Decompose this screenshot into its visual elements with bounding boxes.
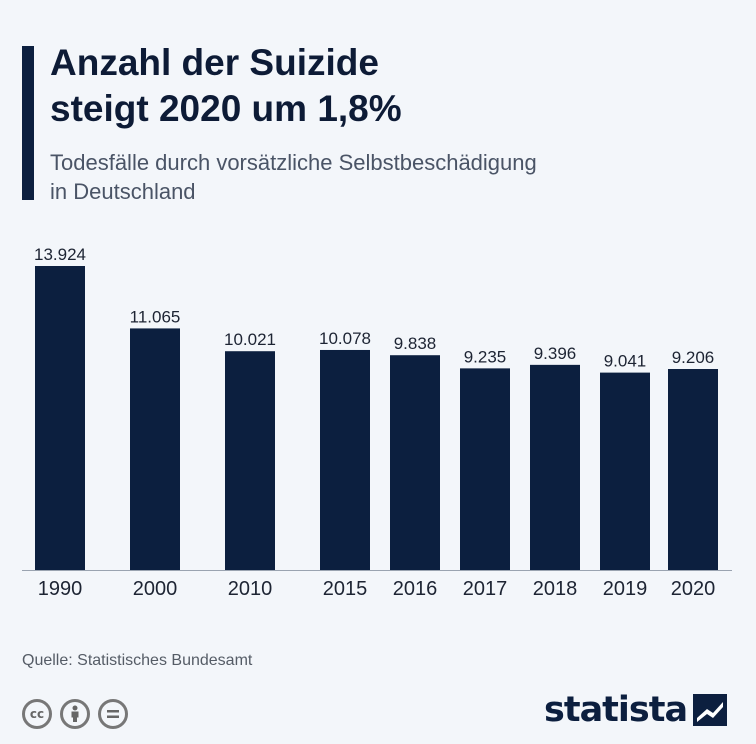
chart-title-line-2: steigt 2020 um 1,8% [50, 88, 402, 129]
category-label-1990: 1990 [38, 578, 83, 600]
value-label-2016: 9.838 [394, 334, 437, 353]
statista-mark-icon [693, 694, 728, 726]
chart-title-line-1: Anzahl der Suizide [50, 42, 379, 83]
bar-2017 [460, 368, 510, 570]
source-note: Quelle: Statistisches Bundesamt [22, 652, 253, 669]
value-label-2020: 9.206 [672, 348, 715, 367]
bar-chart: 13.924 1990 11.065 2000 10.021 2010 10.078 2015… [22, 245, 732, 600]
license-icons: cc [22, 699, 128, 729]
bar-1990 [35, 266, 85, 570]
bar-2010 [225, 351, 275, 570]
no-derivatives-icon[interactable] [98, 699, 128, 729]
value-label-2018: 9.396 [534, 344, 577, 363]
cc-icon[interactable]: cc [22, 699, 52, 729]
attribution-figure-icon [71, 705, 79, 722]
category-label-2010: 2010 [228, 578, 273, 600]
value-label-2000: 11.065 [130, 307, 181, 326]
category-label-2018: 2018 [533, 578, 578, 600]
category-label-2019: 2019 [603, 578, 648, 600]
bar-2016 [390, 355, 440, 570]
brand-name: statista [544, 690, 688, 730]
attribution-icon[interactable] [60, 699, 90, 729]
statista-logo[interactable]: statista [544, 690, 728, 730]
category-label-2015: 2015 [323, 578, 368, 600]
bar-2018 [530, 364, 580, 570]
equals-sign-icon [107, 710, 119, 718]
value-label-2010: 10.021 [224, 330, 276, 349]
category-label-2017: 2017 [463, 578, 508, 600]
bar-2020 [668, 369, 718, 570]
chart-title: Anzahl der Suizide steigt 2020 um 1,8% [50, 40, 730, 132]
category-label-2016: 2016 [393, 578, 438, 600]
chart-subtitle-line-1: Todesfälle durch vorsätzliche Selbstbesc… [50, 150, 537, 175]
chart-subtitle-line-2: in Deutschland [50, 179, 196, 204]
value-label-2017: 9.235 [464, 347, 507, 366]
chart-subtitle: Todesfälle durch vorsätzliche Selbstbesc… [50, 148, 730, 206]
title-accent-bar [22, 46, 34, 200]
bar-2015 [320, 349, 370, 570]
category-label-2020: 2020 [671, 578, 716, 600]
bar-2000 [130, 328, 180, 570]
value-label-2019: 9.041 [604, 352, 647, 371]
bar-2019 [600, 372, 650, 570]
value-label-1990: 13.924 [34, 245, 86, 264]
category-label-2000: 2000 [133, 578, 178, 600]
value-label-2015: 10.078 [319, 329, 371, 348]
